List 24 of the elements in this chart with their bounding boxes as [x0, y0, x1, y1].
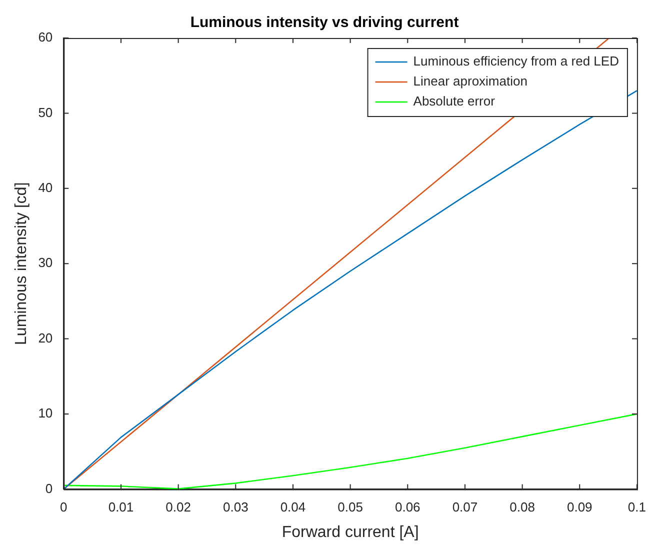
- y-tick-label: 20: [38, 330, 53, 346]
- x-tick-label: 0.01: [108, 500, 134, 515]
- legend-label: Linear aproximation: [413, 74, 528, 89]
- y-tick-label: 50: [38, 104, 53, 120]
- y-tick-label: 40: [38, 180, 53, 195]
- y-tick-label: 0: [45, 480, 53, 496]
- legend-label: Luminous efficiency from a red LED: [413, 54, 619, 69]
- y-axis-title: Luminous intensity [cd]: [13, 182, 30, 345]
- legend-label: Absolute error: [413, 94, 496, 109]
- x-tick-label: 0.04: [280, 500, 306, 515]
- x-tick-label: 0: [60, 500, 68, 515]
- chart-title: Luminous intensity vs driving current: [190, 14, 459, 32]
- y-tick-label: 10: [38, 406, 53, 421]
- x-tick-label: 0.06: [394, 500, 420, 515]
- y-tick-label: 60: [38, 30, 53, 45]
- x-tick-label: 0.09: [566, 500, 592, 515]
- x-tick-label: 0.02: [166, 500, 191, 515]
- x-axis-title: Forward current [A]: [282, 524, 419, 541]
- x-tick-label: 0.03: [222, 500, 248, 515]
- x-tick-label: 0.05: [338, 500, 363, 515]
- y-tick-label: 30: [38, 255, 53, 270]
- x-tick-label: 0.07: [452, 500, 478, 515]
- x-tick-label: 0.1: [628, 500, 646, 515]
- x-tick-label: 0.08: [510, 500, 535, 515]
